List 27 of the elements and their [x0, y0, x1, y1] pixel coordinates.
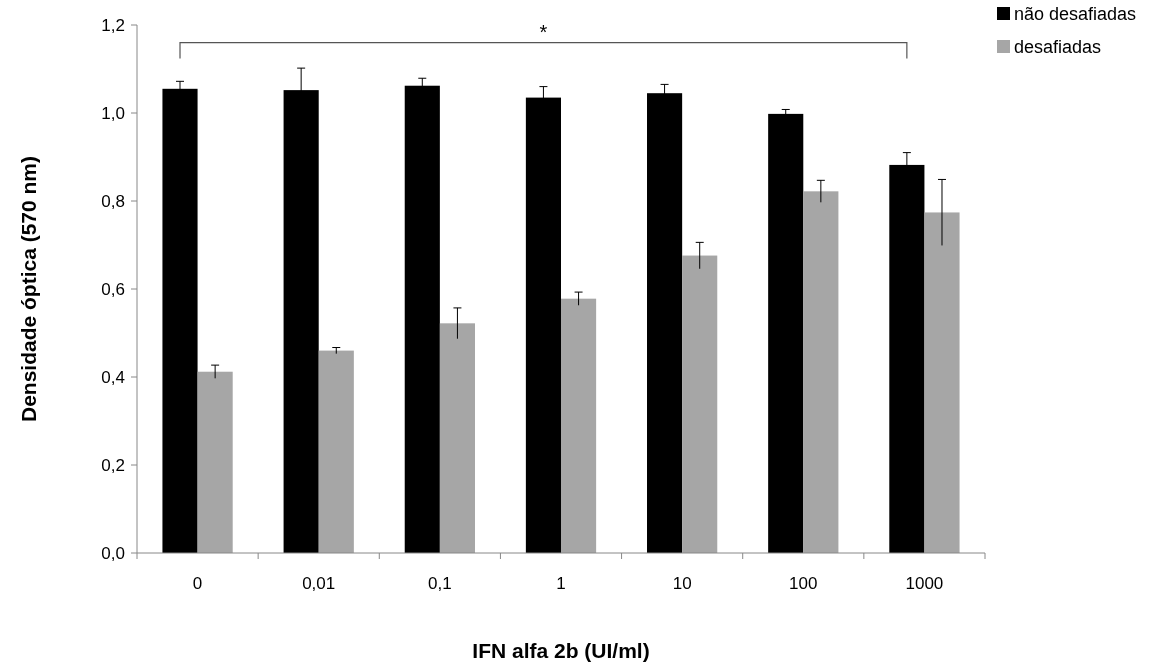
- bar: [318, 350, 354, 553]
- legend-label: não desafiadas: [1014, 4, 1137, 25]
- x-axis-title: IFN alfa 2b (UI/ml): [472, 639, 650, 662]
- y-tick-label: 1,0: [101, 103, 125, 123]
- x-tick-label: 1000: [905, 574, 944, 593]
- bar: [924, 212, 960, 553]
- y-tick-label: 0,2: [101, 455, 125, 475]
- legend-label: desafiadas: [1014, 37, 1102, 58]
- y-tick-label: 0,6: [101, 279, 125, 299]
- y-tick-label: 0,0: [101, 543, 125, 563]
- bar: [803, 191, 839, 553]
- annotation: *: [539, 20, 548, 43]
- bar: [768, 113, 804, 553]
- bar: [197, 371, 233, 553]
- y-tick-label: 0,4: [101, 367, 125, 387]
- x-tick-label: 0,01: [302, 574, 336, 593]
- bar: [439, 323, 475, 553]
- y-axis-title: Densidade óptica (570 nm): [17, 155, 40, 423]
- y-tick-label: 1,2: [101, 15, 125, 35]
- bar: [682, 255, 718, 553]
- x-tick-label: 1: [556, 574, 566, 593]
- bar: [561, 298, 597, 553]
- y-tick-label: 0,8: [101, 191, 125, 211]
- x-tick-label: 10: [672, 574, 692, 593]
- x-tick-label: 0: [192, 574, 203, 593]
- x-tick-label: 0,1: [428, 574, 452, 593]
- x-tick-label: 100: [789, 574, 818, 593]
